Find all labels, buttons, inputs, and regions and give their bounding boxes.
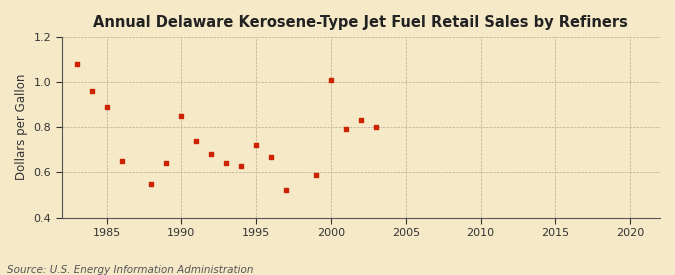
Text: Source: U.S. Energy Information Administration: Source: U.S. Energy Information Administ… [7,265,253,275]
Point [356,118,367,123]
Point [371,125,381,129]
Point [236,163,246,168]
Point [221,161,232,166]
Point [101,104,112,109]
Point [146,182,157,186]
Point [206,152,217,156]
Point [161,161,172,166]
Y-axis label: Dollars per Gallon: Dollars per Gallon [15,74,28,180]
Point [191,139,202,143]
Point [86,89,97,93]
Point [281,188,292,193]
Point [325,78,336,82]
Point [176,114,187,118]
Point [266,154,277,159]
Point [250,143,261,147]
Title: Annual Delaware Kerosene-Type Jet Fuel Retail Sales by Refiners: Annual Delaware Kerosene-Type Jet Fuel R… [93,15,628,30]
Point [116,159,127,163]
Point [72,62,82,66]
Point [340,127,351,132]
Point [310,172,321,177]
